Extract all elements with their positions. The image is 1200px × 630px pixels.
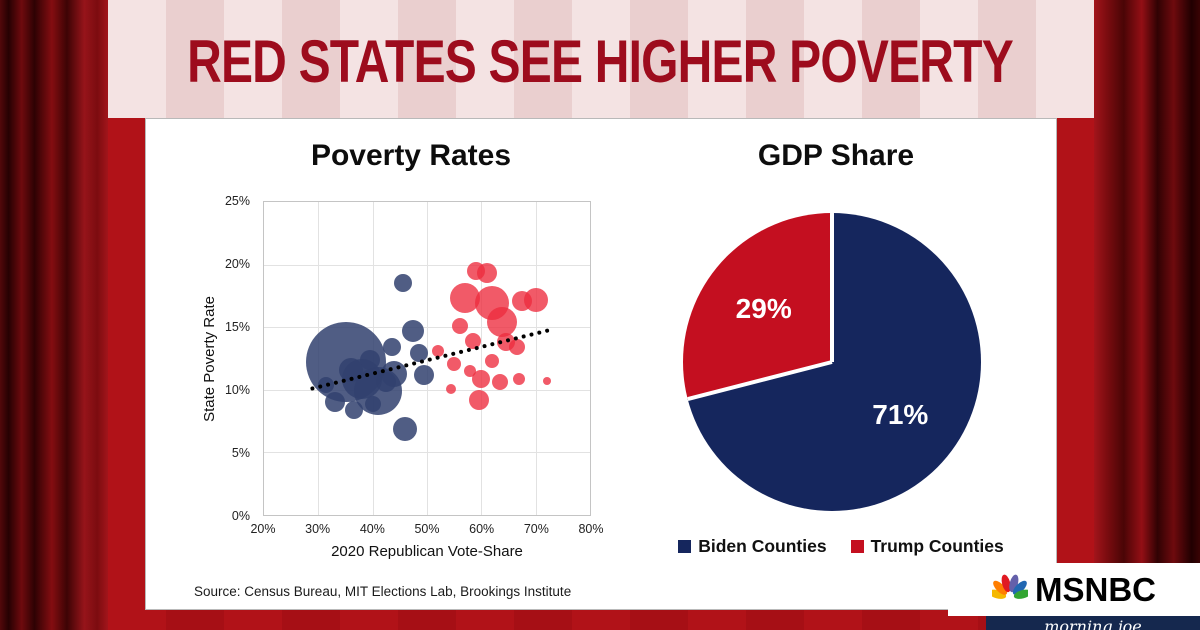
scatter-bubble-blue-states (359, 349, 380, 370)
gridline-horizontal (264, 264, 590, 266)
scatter-bubble-red-states (450, 283, 481, 314)
scatter-bubble-red-states (492, 374, 509, 391)
gridline-vertical (427, 202, 428, 515)
scatter-bubble-blue-states (409, 344, 428, 363)
y-tick-label: 15% (224, 320, 250, 334)
msnbc-logo: MSNBC (948, 563, 1200, 616)
x-tick-label: 60% (469, 522, 495, 536)
scatter-bubble-red-states (468, 389, 489, 410)
legend-item-biden: Biden Counties (678, 536, 827, 557)
show-title: morning joe (1044, 617, 1142, 630)
x-tick-labels: 20% 30% 40% 50% 60% 70% 80% (250, 517, 603, 539)
scatter-bubble-red-states (485, 354, 500, 368)
scatter-bubble-red-states (447, 356, 462, 371)
scatter-bubble-blue-states (414, 364, 435, 385)
scatter-bubble-red-states (508, 339, 525, 356)
nbc-peacock-icon (988, 573, 1032, 606)
pie-title: GDP Share (757, 139, 915, 172)
title-band (108, 0, 1094, 118)
scatter-bubble-blue-states (393, 416, 418, 441)
gridline-vertical (481, 202, 483, 515)
y-tick-label: 10% (224, 383, 250, 397)
scatter-bubble-red-states (472, 369, 491, 388)
legend: Biden Counties Trump Counties (651, 536, 1031, 557)
legend-label-biden: Biden Counties (698, 536, 827, 556)
scatter-plot (263, 201, 591, 516)
pie-separator (687, 360, 833, 401)
pie-separator (830, 213, 834, 362)
scatter-bubble-red-states (431, 344, 444, 357)
legend-swatch-trump-icon (850, 540, 864, 553)
legend-swatch-biden-icon (678, 540, 692, 553)
legend-label-trump: Trump Counties (870, 536, 1004, 556)
scatter-bubble-red-states (464, 365, 477, 378)
show-banner: morning joe (986, 616, 1200, 630)
y-tick-label: 20% (224, 257, 250, 271)
scatter-bubble-blue-states (324, 392, 345, 413)
x-tick-label: 70% (523, 522, 549, 536)
scatter-title: Poverty Rates (310, 139, 512, 172)
pie-chart: 71% 29% (683, 213, 981, 511)
scatter-bubble-red-states (476, 263, 497, 284)
left-curtain-background (0, 0, 108, 630)
x-tick-label: 20% (250, 522, 276, 536)
scatter-bubble-blue-states (338, 357, 363, 382)
x-tick-label: 80% (578, 522, 604, 536)
right-curtain-background (1094, 0, 1200, 630)
x-tick-label: 50% (414, 522, 440, 536)
msnbc-wordmark: MSNBC (1035, 570, 1156, 608)
scatter-bubble-blue-states (318, 376, 335, 393)
scatter-bubble-blue-states (376, 372, 397, 393)
scatter-bubble-red-states (523, 287, 548, 312)
source-attribution: Source: Census Bureau, MIT Elections Lab… (194, 584, 572, 599)
y-tick-label: 0% (231, 509, 250, 523)
scatter-bubble-blue-states (382, 338, 401, 357)
gridline-vertical (535, 202, 537, 515)
x-tick-label: 30% (305, 522, 331, 536)
gridline-horizontal (264, 389, 590, 391)
scatter-bubble-red-states (513, 372, 526, 385)
pie-slice-label: 29% (735, 293, 792, 325)
y-tick-labels: 0% 5% 10% 15% 20% 25% (218, 194, 256, 523)
infographic-card: Poverty Rates GDP Share State Poverty Ra… (145, 118, 1057, 610)
gridline-horizontal (264, 452, 590, 454)
y-tick-label: 5% (231, 446, 250, 460)
scatter-bubble-red-states (465, 332, 482, 349)
scatter-bubble-blue-states (402, 319, 425, 342)
scatter-bubble-red-states (446, 383, 457, 394)
y-axis-label: State Poverty Rate (200, 295, 218, 422)
x-tick-label: 40% (359, 522, 385, 536)
scatter-bubble-red-states (486, 307, 517, 338)
legend-item-trump: Trump Counties (850, 536, 1004, 557)
pie-slice-label: 71% (872, 398, 929, 430)
scatter-bubble-red-states (542, 377, 551, 386)
scatter-bubble-blue-states (393, 274, 412, 293)
y-tick-label: 25% (224, 194, 250, 208)
x-axis-label: 2020 Republican Vote-Share (331, 543, 523, 560)
headline: RED STATES SEE HIGHER POVERTY (187, 28, 1014, 95)
gridline-horizontal (264, 327, 590, 329)
scatter-bubble-red-states (451, 317, 468, 334)
